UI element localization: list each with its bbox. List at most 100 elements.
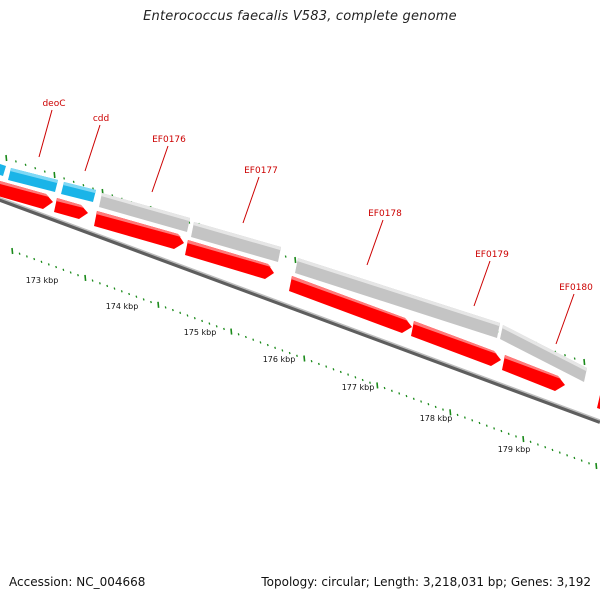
gene-forward-3[interactable] [94,211,184,249]
tick-mark-outer [5,154,8,162]
tick-mark-inner [186,314,189,317]
gene-cdd[interactable] [61,182,96,202]
tick-mark-outer [43,170,46,173]
tick-mark-inner [398,392,401,395]
tick-mark-outer [72,180,75,183]
tick-mark-inner [317,362,320,366]
tick-mark-inner [281,349,284,352]
tick-mark-inner [500,429,503,433]
kbp-label-176: 176 kbp [263,355,296,364]
tick-mark-inner [580,459,583,462]
tick-mark-inner [164,306,167,309]
tick-mark-inner [62,268,65,271]
tick-mark-inner [113,287,116,290]
gene-blue-1[interactable] [0,162,6,176]
tick-mark-inner [369,381,371,384]
tick-mark-inner [595,462,598,470]
tick-mark-inner [215,325,218,328]
map-title: Enterococcus faecalis V583, complete gen… [143,9,457,24]
gene-label-EF0179: EF0179 [473,250,509,307]
gene-EF0176[interactable] [99,193,190,232]
tick-mark-outer [92,187,94,190]
gene-deoC[interactable] [8,168,58,192]
kbp-label-175: 175 kbp [184,328,217,337]
gene-label-EF0180: EF0180 [555,283,593,345]
topology-text: Topology: circular; Length: 3,218,031 bp… [261,575,591,589]
tick-mark-inner [339,370,342,374]
tick-mark-inner [11,247,14,255]
tick-mark-inner [201,319,204,323]
tick-mark-outer [284,255,287,258]
gene-EF0179[interactable] [500,325,587,382]
tick-mark-inner [347,373,350,376]
tick-mark-inner [325,365,328,368]
tick-mark-inner [456,413,459,417]
tick-mark-inner [354,376,357,379]
tick-mark-inner [310,360,313,363]
gene-EF0178[interactable] [295,258,500,338]
svg-text:EF0178: EF0178 [368,209,402,219]
gene-forward-1[interactable] [0,181,53,209]
gene-forward-5[interactable] [289,276,412,333]
gene-label-EF0176: EF0176 [151,135,186,193]
tick-mark-inner [33,257,36,261]
tick-mark-inner [522,436,525,443]
tick-mark-inner [193,317,196,320]
tick-mark-outer [583,358,586,366]
kbp-label-173: 173 kbp [26,276,59,285]
tick-mark-inner [332,368,335,371]
gene-forward-7[interactable] [502,355,565,391]
gene-label-EF0177: EF0177 [242,166,278,224]
gene-forward-8[interactable] [597,395,600,409]
tick-mark-inner [69,271,72,274]
gene-forward-4[interactable] [185,240,274,279]
tick-mark-inner [259,341,262,344]
svg-text:EF0177: EF0177 [244,166,278,176]
tick-mark-outer [564,354,566,357]
kbp-label-179: 179 kbp [498,445,531,454]
tick-mark-inner [588,462,590,465]
tick-mark-inner [274,346,277,349]
tick-mark-inner [485,424,488,427]
tick-mark-inner [128,292,131,296]
gene-label-deoC: deoC [38,99,66,158]
tick-mark-inner [376,382,379,389]
tick-mark-inner [252,338,255,341]
tick-mark-inner [390,389,393,392]
tick-mark-outer [573,357,576,360]
tick-mark-inner [142,298,145,301]
tick-mark-inner [463,416,466,419]
tick-mark-inner [544,446,547,449]
tick-mark-inner [442,408,444,411]
svg-text:EF0180: EF0180 [559,283,593,293]
kbp-label-177: 177 kbp [342,383,375,392]
tick-mark-inner [515,435,517,438]
tick-mark-inner [478,421,481,425]
gene-label-EF0178: EF0178 [366,209,402,266]
backbone-line [0,197,600,424]
tick-mark-outer [34,167,37,170]
tick-mark-inner [47,263,50,266]
tick-mark-inner [84,274,87,281]
tick-mark-inner [471,419,474,422]
gene-EF0177[interactable] [191,222,281,262]
tick-mark-inner [573,456,576,460]
tick-mark-inner [383,386,386,390]
gene-forward-2[interactable] [54,198,88,219]
tick-mark-inner [230,328,233,335]
gene-forward-6[interactable] [411,321,501,366]
tick-mark-inner [18,252,21,255]
gene-label-cdd: cdd [84,114,109,172]
accession-text: Accession: NC_004668 [9,575,146,589]
tick-mark-inner [405,394,408,398]
tick-mark-inner [25,255,28,258]
tick-mark-outer [53,171,56,179]
svg-text:EF0176: EF0176 [152,135,186,145]
tick-mark-inner [288,351,291,355]
tick-mark-inner [171,308,174,312]
tick-mark-inner [223,327,225,331]
tick-mark-inner [420,400,423,403]
tick-mark-inner [98,282,101,285]
tick-mark-outer [63,177,66,180]
